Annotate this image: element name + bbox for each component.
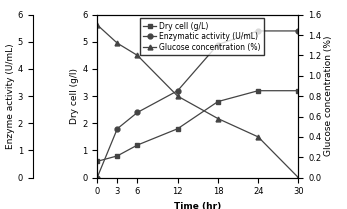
Enzymatic activity (U/mL) bbox=[176, 89, 180, 92]
Y-axis label: Dry cell (g/l): Dry cell (g/l) bbox=[70, 68, 79, 124]
Dry cell (g/L) bbox=[176, 127, 180, 130]
Glucose concentration (%) bbox=[95, 24, 99, 26]
Enzymatic activity (U/mL) bbox=[256, 30, 260, 32]
Dry cell (g/L) bbox=[95, 160, 99, 163]
Y-axis label: Glucose concentration (%): Glucose concentration (%) bbox=[324, 36, 333, 156]
Enzymatic activity (U/mL) bbox=[216, 43, 220, 46]
Glucose concentration (%) bbox=[115, 42, 119, 45]
Line: Dry cell (g/L): Dry cell (g/L) bbox=[95, 88, 301, 164]
Enzymatic activity (U/mL) bbox=[115, 127, 119, 130]
Dry cell (g/L) bbox=[115, 155, 119, 157]
Y-axis label: Enzyme activity (U/mL): Enzyme activity (U/mL) bbox=[6, 43, 15, 149]
Dry cell (g/L) bbox=[256, 89, 260, 92]
Glucose concentration (%) bbox=[176, 95, 180, 97]
Dry cell (g/L) bbox=[135, 144, 139, 146]
Enzymatic activity (U/mL) bbox=[135, 111, 139, 114]
Glucose concentration (%) bbox=[296, 176, 301, 179]
Enzymatic activity (U/mL) bbox=[95, 176, 99, 179]
Legend: Dry cell (g/L), Enzymatic activity (U/mL), Glucose concentration (%): Dry cell (g/L), Enzymatic activity (U/mL… bbox=[139, 18, 264, 55]
Glucose concentration (%) bbox=[216, 117, 220, 120]
Enzymatic activity (U/mL) bbox=[296, 30, 301, 32]
Glucose concentration (%) bbox=[135, 54, 139, 57]
Dry cell (g/L) bbox=[216, 100, 220, 103]
Line: Enzymatic activity (U/mL): Enzymatic activity (U/mL) bbox=[95, 28, 301, 180]
Glucose concentration (%) bbox=[256, 136, 260, 138]
X-axis label: Time (hr): Time (hr) bbox=[174, 202, 221, 209]
Line: Glucose concentration (%): Glucose concentration (%) bbox=[95, 22, 301, 180]
Dry cell (g/L) bbox=[296, 89, 301, 92]
